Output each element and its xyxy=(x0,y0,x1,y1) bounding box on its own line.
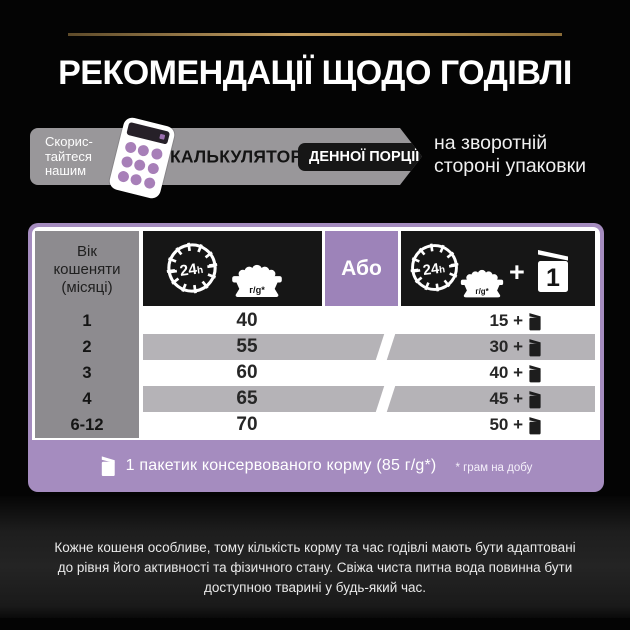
clock-24h-icon: 24h xyxy=(410,243,459,292)
svg-text:24h: 24h xyxy=(179,260,204,280)
page-title: РЕКОМЕНДАЦІЇ ЩОДО ГОДІВЛІ xyxy=(58,54,572,92)
wet-grams: 50 + xyxy=(489,412,542,438)
dry-grams: 40 xyxy=(236,310,258,331)
table-row: 65 45 + xyxy=(143,386,595,412)
row-slash-divider xyxy=(375,334,396,360)
clock-24h-icon: 24h xyxy=(166,242,218,294)
wet-sachet-icon: 1 xyxy=(538,250,568,292)
age-column: Вік кошеняти (місяці) 1 2 3 4 6-12 xyxy=(35,231,139,438)
svg-text:г/g*: г/g* xyxy=(475,287,489,296)
age-header-line1: Вік xyxy=(77,242,97,260)
feeding-table: Вік кошеняти (місяці) 1 2 3 4 6-12 xyxy=(28,223,604,492)
age-value: 6-12 xyxy=(70,416,104,434)
calculator-display-dot xyxy=(159,133,166,140)
disclaimer-line2: до рівня його активності та фізичного ст… xyxy=(57,560,573,575)
feeding-disclaimer: Кожне кошеня особливе, тому кількість ко… xyxy=(0,538,630,598)
table-row: 60 40 + xyxy=(143,360,595,386)
wet-grams: 40 + xyxy=(489,360,542,386)
wet-grams: 15 + xyxy=(489,308,542,334)
sachet-icon xyxy=(529,364,541,382)
sachet-caption-bar: 1 пакетик консервованого корму (85 г/g*)… xyxy=(28,440,604,492)
age-header-line2: кошеняти xyxy=(53,260,121,278)
sachet-icon xyxy=(529,390,541,408)
dry-grams: 55 xyxy=(236,336,258,357)
wet-food-header-cell: 24h г/g* + 1 xyxy=(401,231,595,306)
age-column-header: Вік кошеняти (місяці) xyxy=(35,231,139,308)
sachet-caption: 1 пакетик консервованого корму (85 г/g*) xyxy=(125,457,437,474)
sachet-icon xyxy=(529,338,541,356)
dry-grams: 60 xyxy=(236,362,258,383)
back-of-pack-note-line1: на зворотній xyxy=(434,132,548,154)
use-our-note-line1: Скорис- xyxy=(45,134,93,149)
svg-text:г/g*: г/g* xyxy=(249,285,265,295)
svg-text:24h: 24h xyxy=(422,260,446,279)
wet-grams: 30 + xyxy=(489,334,542,360)
age-value: 3 xyxy=(82,364,92,382)
use-our-note-line3: нашим xyxy=(45,163,87,178)
age-value: 1 xyxy=(82,312,92,330)
age-value: 4 xyxy=(82,390,92,408)
calculator-banner-arrow: Скорис- тайтеся нашим КАЛЬКУЛЯТОРОМ ДЕНН… xyxy=(30,128,422,185)
svg-text:1: 1 xyxy=(546,264,560,292)
back-of-pack-note: на зворотній стороні упаковки xyxy=(434,132,586,177)
food-bowl-icon: г/g* xyxy=(232,264,282,298)
gold-divider-line xyxy=(68,33,562,36)
disclaimer-line3: доступною тварині у будь-який час. xyxy=(203,580,427,595)
feeding-table-body: Вік кошеняти (місяці) 1 2 3 4 6-12 xyxy=(32,227,600,440)
sachet-icon xyxy=(101,456,115,477)
sachet-icon xyxy=(529,416,541,434)
plus-sign: + xyxy=(509,257,525,287)
table-row: 55 30 + xyxy=(143,334,595,360)
calculator-word: КАЛЬКУЛЯТОРОМ xyxy=(170,146,331,166)
or-cell: Або xyxy=(325,231,398,306)
dry-food-header-cell: 24h г/g* xyxy=(143,231,322,306)
daily-portion-pill: ДЕННОЇ ПОРЦІЇ xyxy=(298,143,430,171)
table-row: 70 50 + xyxy=(143,412,595,438)
age-value: 2 xyxy=(82,338,92,356)
use-our-note-line2: тайтеся xyxy=(45,148,92,164)
table-row: 40 15 + xyxy=(143,308,595,334)
wet-grams: 45 + xyxy=(489,386,542,412)
grams-per-day-note: * грам на добу xyxy=(455,462,533,474)
dry-grams: 65 xyxy=(236,388,258,409)
disclaimer-line1: Кожне кошеня особливе, тому кількість ко… xyxy=(54,540,576,555)
use-our-note: Скорис- тайтеся нашим xyxy=(45,135,93,179)
dry-grams: 70 xyxy=(236,414,258,435)
age-header-line3: (місяці) xyxy=(61,278,113,296)
sachet-icon xyxy=(529,312,541,330)
food-bowl-icon: г/g* xyxy=(460,269,504,298)
back-of-pack-note-line2: стороні упаковки xyxy=(434,154,587,177)
lower-panel xyxy=(0,496,630,618)
row-slash-divider xyxy=(375,386,396,412)
